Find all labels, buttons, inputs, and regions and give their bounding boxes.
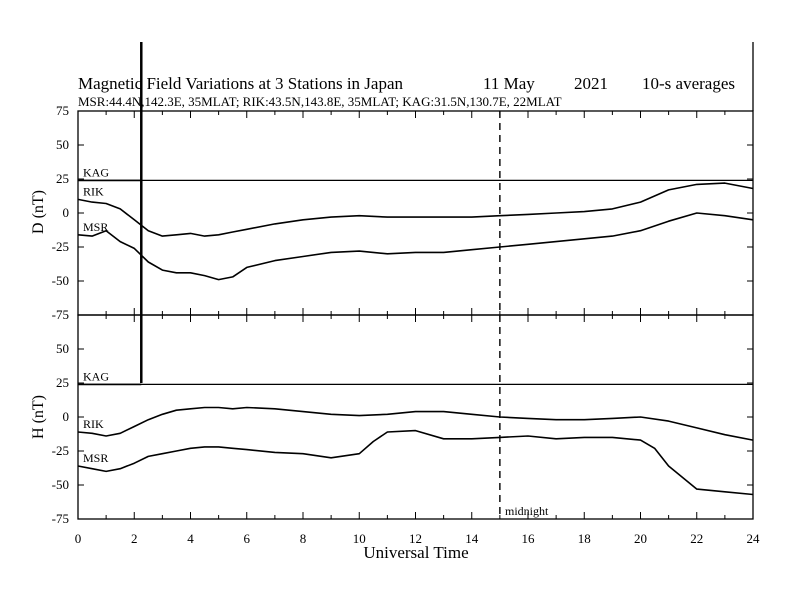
- x-tick-label: 8: [300, 531, 307, 546]
- y-tick-label: 25: [56, 171, 69, 186]
- series-line-msr: [77, 429, 754, 496]
- series-layer: [77, 42, 754, 519]
- x-tick-label: 6: [244, 531, 251, 546]
- series-label-kag: KAG: [83, 369, 109, 383]
- x-tick-label: 16: [522, 531, 536, 546]
- x-tick-label: 24: [747, 531, 761, 546]
- x-tick-label: 4: [187, 531, 194, 546]
- x-tick-label: 20: [634, 531, 647, 546]
- y-tick-label: -25: [52, 443, 69, 458]
- series-label-rik: RIK: [83, 417, 104, 431]
- y-tick-label: 0: [63, 409, 70, 424]
- labels-layer: -75 -50 -25 0 25 50 75 KAG RIK MSR -75 -50 -25 0 25 50 K…: [52, 103, 760, 546]
- chart-averaging: 10-s averages: [642, 74, 735, 93]
- series-line-rik: [77, 406, 754, 441]
- station-info: MSR:44.4N,142.3E, 35MLAT; RIK:43.5N,143.…: [78, 94, 562, 109]
- x-tick-label: 12: [409, 531, 422, 546]
- series-label-kag: KAG: [83, 165, 109, 179]
- y-tick-label: 25: [56, 375, 69, 390]
- y-tick-label: -25: [52, 239, 69, 254]
- x-tick-label: 14: [465, 531, 479, 546]
- y-tick-label: 75: [56, 103, 69, 118]
- chart-date: 11 May: [483, 74, 535, 93]
- x-tick-label: 10: [353, 531, 366, 546]
- chart-title: Magnetic Field Variations at 3 Stations …: [78, 74, 404, 93]
- x-tick-label: 2: [131, 531, 138, 546]
- y-tick-label: -75: [52, 511, 69, 526]
- series-label-rik: RIK: [83, 184, 104, 198]
- y-tick-label: 50: [56, 341, 69, 356]
- panel-frame: [77, 314, 754, 520]
- midnight-label: midnight: [505, 504, 549, 518]
- chart-year: 2021: [574, 74, 608, 93]
- y-tick-label: -50: [52, 273, 69, 288]
- x-tick-label: 18: [578, 531, 591, 546]
- x-tick-label: 0: [75, 531, 82, 546]
- axes-layer: [77, 110, 754, 520]
- y-tick-label: 50: [56, 137, 69, 152]
- y-axis-label-d: D (nT): [30, 190, 47, 234]
- y-tick-label: 0: [63, 205, 70, 220]
- y-tick-label: -50: [52, 477, 69, 492]
- panel-frame: [77, 110, 754, 316]
- x-tick-label: 22: [690, 531, 703, 546]
- series-label-msr: MSR: [83, 451, 108, 465]
- x-axis-label: Universal Time: [363, 543, 468, 562]
- y-axis-label-h: H (nT): [30, 395, 47, 439]
- series-line-rik: [77, 182, 754, 237]
- series-label-msr: MSR: [83, 220, 108, 234]
- y-tick-label: -75: [52, 307, 69, 322]
- series-line-msr: [77, 212, 754, 281]
